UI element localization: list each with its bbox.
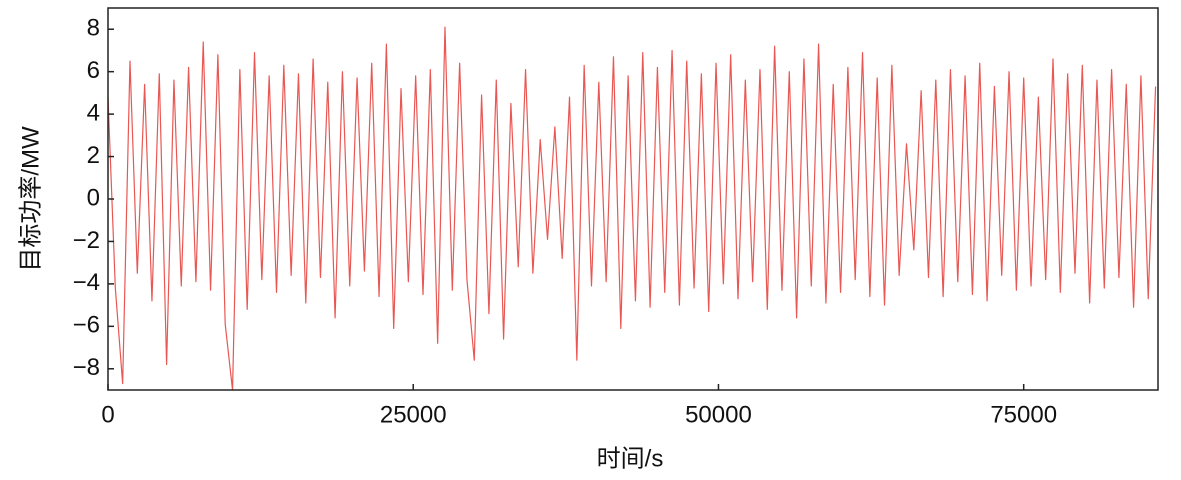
y-tick-label: 6: [87, 57, 100, 84]
x-tick-label: 0: [101, 401, 114, 428]
y-tick-label: 0: [87, 184, 100, 211]
x-tick-label: 25000: [380, 401, 447, 428]
y-axis-label: 目标功率/MW: [17, 126, 44, 272]
y-tick-label: 2: [87, 142, 100, 169]
plot-frame: [107, 7, 1159, 391]
y-tick-label: −6: [73, 312, 100, 339]
y-tick-label: −4: [73, 269, 100, 296]
x-axis-label: 时间/s: [597, 445, 664, 472]
x-tick-label: 50000: [685, 401, 752, 428]
y-tick-label: 4: [87, 99, 100, 126]
data-line: [107, 26, 1157, 391]
y-tick-label: 8: [87, 15, 100, 42]
y-tick-label: −2: [73, 227, 100, 254]
x-tick-label: 75000: [990, 401, 1057, 428]
y-tick-label: −8: [73, 354, 100, 381]
